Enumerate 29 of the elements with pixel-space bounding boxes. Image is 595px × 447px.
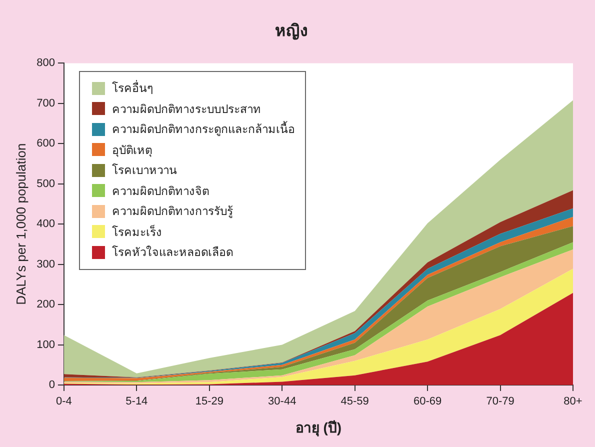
y-tick-label: 100 <box>36 338 55 351</box>
y-axis-title: DALYs per 1,000 population <box>13 143 28 305</box>
y-tick-label: 500 <box>36 178 55 190</box>
chart-title: หญิง <box>275 20 308 41</box>
legend-label: อุบัติเหตุ <box>112 142 152 159</box>
x-tick-label: 80+ <box>564 396 582 408</box>
y-tick-label: 200 <box>36 298 55 311</box>
x-tick-label: 60-69 <box>413 396 442 408</box>
x-tick-label: 0-4 <box>56 396 72 408</box>
y-tick-label: 400 <box>36 218 55 230</box>
legend-label: โรคเบาหวาน <box>112 162 177 180</box>
y-tick-label: 800 <box>36 57 55 70</box>
legend-label: ความผิดปกติทางการรับรู้ <box>112 203 233 220</box>
y-tick-label: 600 <box>36 138 55 150</box>
x-tick-label: 15-29 <box>195 396 224 408</box>
x-tick-label: 30-44 <box>268 396 296 408</box>
legend-label: ความผิดปกติทางระบบประสาท <box>112 100 261 118</box>
legend-label: โรคมะเร็ง <box>112 224 162 241</box>
legend-label: ความผิดปกติทางกระดูกและกล้ามเนื้อ <box>112 120 295 138</box>
x-axis-title: อายุ (ปี) <box>295 419 342 436</box>
legend-label: โรคอื่นๆ <box>112 79 153 98</box>
legend-label: ความผิดปกติทางจิต <box>112 182 209 200</box>
legend-label: โรคหัวใจและหลอดเลือด <box>112 244 233 262</box>
y-tick-label: 0 <box>48 379 55 392</box>
x-tick-label: 70-79 <box>486 396 514 408</box>
y-tick-label: 700 <box>36 97 55 110</box>
y-tick-label: 300 <box>36 258 55 270</box>
x-tick-label: 5-14 <box>126 396 148 408</box>
x-tick-label: 45-59 <box>340 396 369 408</box>
